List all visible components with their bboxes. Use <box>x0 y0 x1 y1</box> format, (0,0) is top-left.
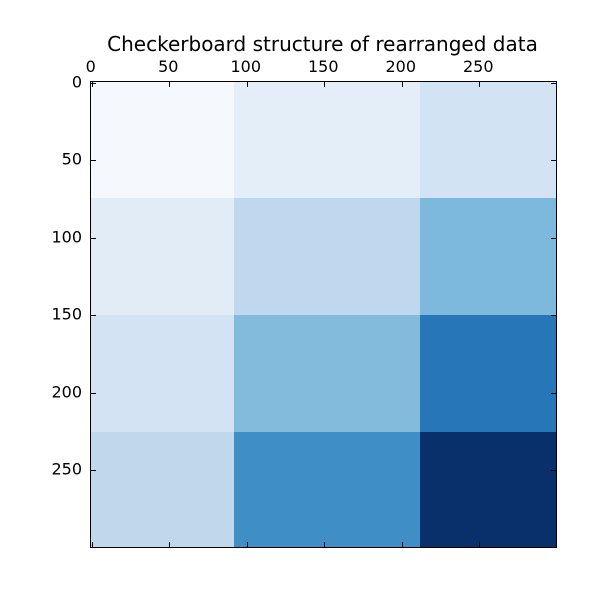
y-tickmark-left <box>91 392 96 394</box>
y-tickmark-left <box>91 82 96 84</box>
y-tick-label-150: 150 <box>51 304 82 324</box>
plot-area <box>90 81 557 548</box>
x-tickmark-top <box>91 82 93 87</box>
y-tickmark-left <box>91 470 96 472</box>
y-tickmark-right <box>551 392 556 394</box>
x-tick-label-150: 150 <box>307 57 339 76</box>
x-tickmark-bottom <box>324 542 326 547</box>
heatmap-blocks <box>91 82 556 547</box>
heatmap-block-r3c1 <box>233 432 420 547</box>
y-tickmark-left <box>91 315 96 317</box>
heatmap-block-r0c1 <box>233 82 420 199</box>
y-tick-label-0: 0 <box>71 72 82 92</box>
y-tickmark-right <box>551 315 556 317</box>
heatmap-block-r0c0 <box>91 82 234 199</box>
y-axis-tick-labels: 0 50 100 150 200 250 <box>0 72 82 546</box>
x-tick-label-250: 250 <box>462 57 494 76</box>
heatmap-block-r2c0 <box>91 314 234 433</box>
x-axis-tick-labels: 0 50 100 150 200 250 <box>86 57 555 79</box>
heatmap-block-r3c2 <box>419 432 556 547</box>
chart-title: Checkerboard structure of rearranged dat… <box>107 32 538 56</box>
heatmap-block-r1c2 <box>419 198 556 315</box>
y-tickmark-right <box>551 160 556 162</box>
x-tickmark-top <box>401 82 403 87</box>
heatmap-block-r1c1 <box>233 198 420 315</box>
heatmap-block-r1c0 <box>91 198 234 315</box>
heatmap-block-r0c2 <box>419 82 556 199</box>
x-tickmark-bottom <box>91 542 93 547</box>
heatmap-block-r2c1 <box>233 314 420 433</box>
y-tick-label-250: 250 <box>51 459 82 479</box>
y-tick-label-100: 100 <box>51 227 82 247</box>
y-tickmark-right <box>551 470 556 472</box>
x-tickmark-bottom <box>246 542 248 547</box>
x-tickmark-top <box>479 82 481 87</box>
x-tickmark-bottom <box>401 542 403 547</box>
x-tickmark-top <box>246 82 248 87</box>
x-tickmark-top <box>324 82 326 87</box>
y-tickmark-left <box>91 160 96 162</box>
x-tickmark-top <box>169 82 171 87</box>
heatmap-block-r3c0 <box>91 432 234 547</box>
y-tickmark-right <box>551 82 556 84</box>
y-tick-label-200: 200 <box>51 382 82 402</box>
y-tickmark-left <box>91 237 96 239</box>
x-tickmark-bottom <box>479 542 481 547</box>
x-tick-label-50: 50 <box>158 57 179 76</box>
x-tick-label-0: 0 <box>85 57 96 76</box>
y-tickmark-right <box>551 237 556 239</box>
y-tick-label-50: 50 <box>61 149 82 169</box>
x-tick-label-100: 100 <box>230 57 262 76</box>
heatmap-block-r2c2 <box>419 314 556 433</box>
x-tickmark-bottom <box>169 542 171 547</box>
x-tick-label-200: 200 <box>385 57 417 76</box>
